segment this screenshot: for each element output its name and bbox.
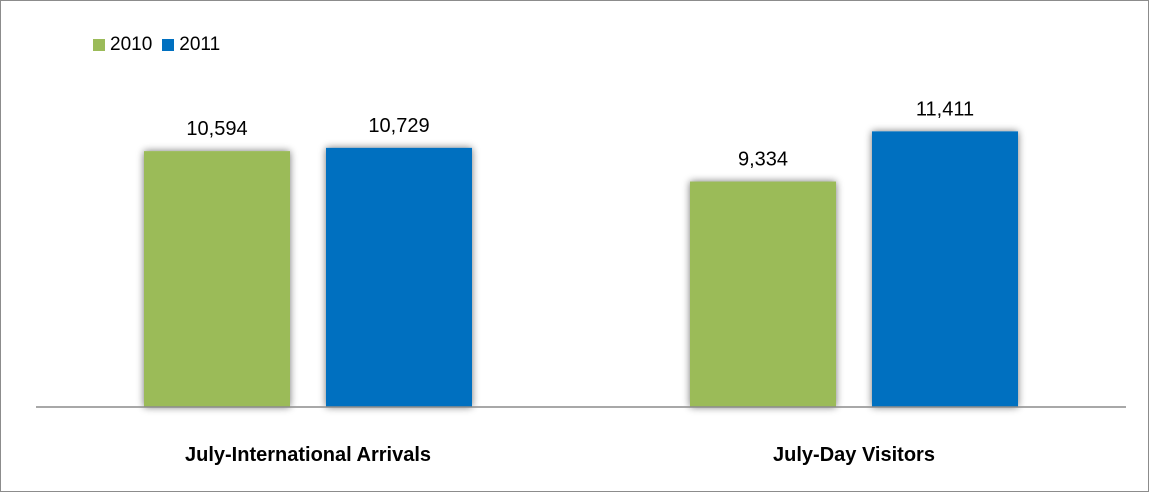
bar-2010-2 bbox=[690, 181, 836, 407]
legend-label-2010: 2010 bbox=[110, 34, 153, 55]
labels-layer: 10,594 10,729 July-International Arrivals 9… bbox=[185, 98, 974, 466]
bar-2011-1 bbox=[326, 147, 472, 407]
legend-item-2010: 2010 bbox=[93, 34, 152, 56]
data-label-2010-1: 10,594 bbox=[186, 118, 247, 140]
legend-swatch-2011 bbox=[162, 39, 175, 51]
bar-2011-2 bbox=[872, 131, 1018, 407]
bar-2010-1 bbox=[144, 151, 290, 407]
data-label-2010-2: 9,334 bbox=[738, 149, 788, 171]
data-label-2011-2: 11,411 bbox=[916, 98, 974, 120]
data-label-2011-1: 10,729 bbox=[368, 115, 429, 137]
legend: 2010 2011 bbox=[93, 34, 220, 56]
bars-layer bbox=[144, 131, 1018, 407]
category-label-2: July-Day Visitors bbox=[773, 444, 935, 466]
legend-swatch-2010 bbox=[93, 39, 105, 51]
legend-label-2011: 2011 bbox=[179, 34, 221, 55]
legend-item-2011: 2011 bbox=[162, 34, 220, 56]
category-label-1: July-International Arrivals bbox=[185, 444, 431, 466]
